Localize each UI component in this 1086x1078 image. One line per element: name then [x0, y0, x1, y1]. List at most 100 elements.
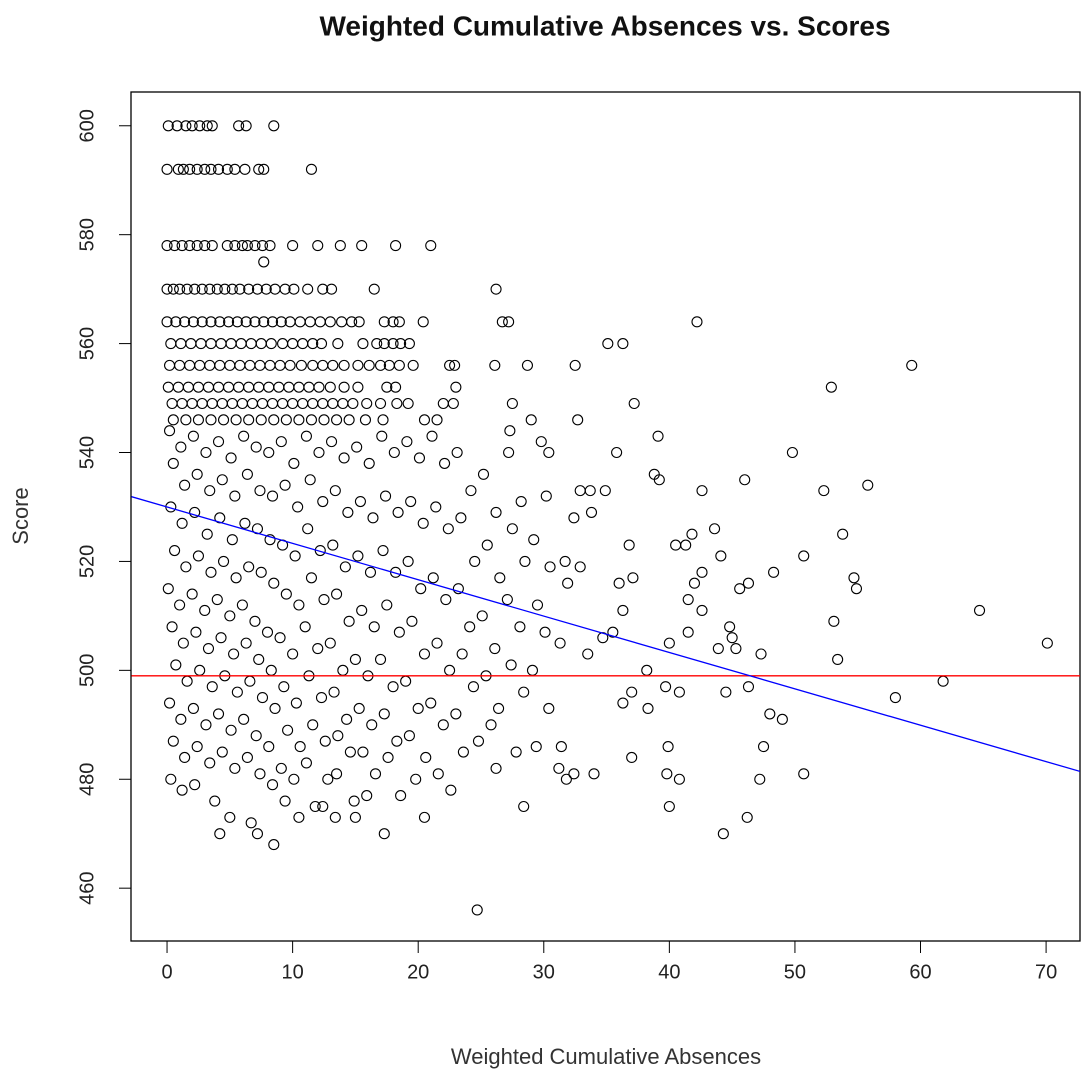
point: [627, 572, 639, 584]
point: [505, 659, 517, 671]
point: [400, 675, 412, 687]
point: [206, 397, 218, 410]
point: [526, 664, 539, 676]
point: [617, 338, 629, 350]
point: [862, 479, 874, 491]
point: [287, 648, 299, 660]
point: [258, 163, 270, 175]
point: [457, 746, 469, 758]
point: [243, 414, 255, 426]
point: [682, 626, 694, 638]
point: [256, 692, 269, 704]
x-tick-label: 30: [533, 961, 555, 983]
point: [297, 397, 309, 410]
point: [212, 436, 225, 448]
point: [184, 163, 196, 175]
point: [709, 523, 721, 535]
point: [176, 397, 188, 410]
point: [200, 719, 212, 731]
point: [322, 773, 334, 785]
point: [254, 359, 266, 371]
point: [195, 338, 207, 350]
point: [175, 441, 187, 453]
point: [562, 577, 574, 589]
point: [165, 338, 177, 350]
point: [712, 643, 724, 655]
point: [331, 414, 343, 426]
point: [465, 485, 477, 497]
point: [663, 800, 675, 813]
point: [179, 479, 191, 491]
point: [268, 577, 280, 589]
point: [317, 800, 329, 813]
plot-box: [130, 91, 1081, 942]
point: [205, 338, 217, 350]
point: [309, 800, 321, 813]
point: [204, 485, 216, 497]
point: [279, 283, 291, 295]
point: [652, 430, 664, 442]
point: [274, 359, 286, 371]
x-tick-label: 60: [909, 961, 931, 983]
point: [387, 681, 399, 693]
point: [185, 338, 197, 350]
point: [377, 544, 389, 557]
point: [418, 811, 431, 823]
point: [393, 626, 405, 638]
point: [327, 359, 339, 371]
point: [280, 414, 292, 426]
point: [369, 768, 382, 780]
point: [229, 762, 241, 774]
point: [225, 452, 237, 464]
point: [724, 621, 736, 633]
point: [332, 338, 344, 350]
point: [349, 653, 361, 666]
point: [191, 240, 203, 252]
point: [332, 730, 344, 742]
point: [287, 240, 299, 252]
point: [391, 735, 403, 747]
point: [184, 359, 196, 371]
point: [194, 359, 206, 371]
point: [318, 593, 330, 606]
point: [216, 397, 228, 410]
point: [235, 338, 247, 350]
point: [328, 686, 340, 698]
point: [588, 768, 600, 780]
point: [266, 490, 279, 502]
point: [206, 681, 218, 693]
point: [317, 495, 329, 508]
point: [294, 741, 306, 753]
point: [584, 485, 596, 497]
point: [531, 599, 544, 611]
point: [425, 697, 437, 709]
point: [229, 163, 241, 175]
point: [431, 414, 443, 426]
point: [161, 240, 173, 252]
point: [166, 397, 178, 410]
point: [293, 599, 305, 611]
point: [392, 506, 404, 518]
point: [342, 506, 354, 518]
point: [167, 457, 179, 469]
point: [445, 784, 457, 796]
point: [214, 359, 226, 371]
point: [223, 381, 235, 393]
point: [720, 686, 732, 698]
point: [275, 762, 287, 774]
point: [194, 664, 206, 676]
point: [212, 708, 225, 720]
point: [525, 414, 537, 426]
point: [211, 593, 223, 606]
point: [691, 316, 703, 328]
point: [348, 795, 360, 807]
point: [184, 240, 196, 252]
point: [212, 381, 225, 393]
point: [199, 163, 211, 175]
point: [427, 572, 439, 584]
point: [338, 359, 350, 371]
x-tick-label: 20: [407, 961, 429, 983]
point: [343, 414, 355, 426]
point: [426, 430, 438, 442]
regression-line: [131, 495, 1080, 773]
